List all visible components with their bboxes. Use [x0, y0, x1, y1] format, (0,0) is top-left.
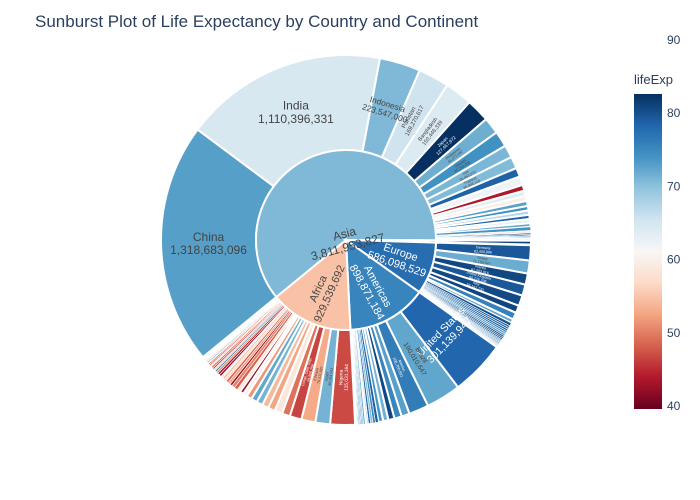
sector-asia[interactable]: [255, 149, 437, 299]
country-ring: [160, 54, 533, 426]
label-turkey: Turkey71,158,647: [472, 255, 491, 266]
chart-title: Sunburst Plot of Life Expectancy by Coun…: [35, 12, 479, 31]
label-india: India 1,110,396,331: [258, 99, 334, 126]
label-france: France61,083,916: [471, 264, 490, 276]
colorbar-tick-50: 50: [667, 326, 681, 340]
label-china: China 1,318,683,096: [170, 230, 247, 257]
label-united-kingdom: United Kingdom60,776,238: [465, 270, 492, 285]
colorbar-tick-70: 70: [667, 179, 681, 193]
colorbar-tick-90: 90: [667, 33, 681, 47]
colorbar-title: lifeExp: [634, 72, 673, 87]
sector-africa[interactable]: [274, 237, 352, 331]
sector-americas[interactable]: [344, 237, 421, 331]
label-nigeria: Nigeria135,031,164: [338, 364, 350, 391]
colorbar-tick-80: 80: [667, 106, 681, 120]
label-thailand: Thailand65,068,149: [461, 175, 481, 190]
colorbar-ticks: 40 50 60 70 80 90: [667, 33, 681, 413]
label-ethiopia: Ethiopia76,511,887: [313, 365, 324, 384]
label-germany: Germany82,400,996: [474, 245, 493, 254]
label-egypt: Egypt80,264,543: [324, 367, 334, 386]
label-italy: Italy58,147,733: [466, 279, 486, 292]
colorbar: lifeExp 40 50 60 70 80 90: [634, 33, 681, 413]
label-congo-dem-rep: Congo, Dem. Rep.64,606,759: [301, 357, 317, 388]
continent-ring: [255, 149, 438, 331]
colorbar-tick-60: 60: [667, 253, 681, 267]
colorbar-tick-40: 40: [667, 399, 681, 413]
colorbar-gradient: [634, 94, 662, 409]
